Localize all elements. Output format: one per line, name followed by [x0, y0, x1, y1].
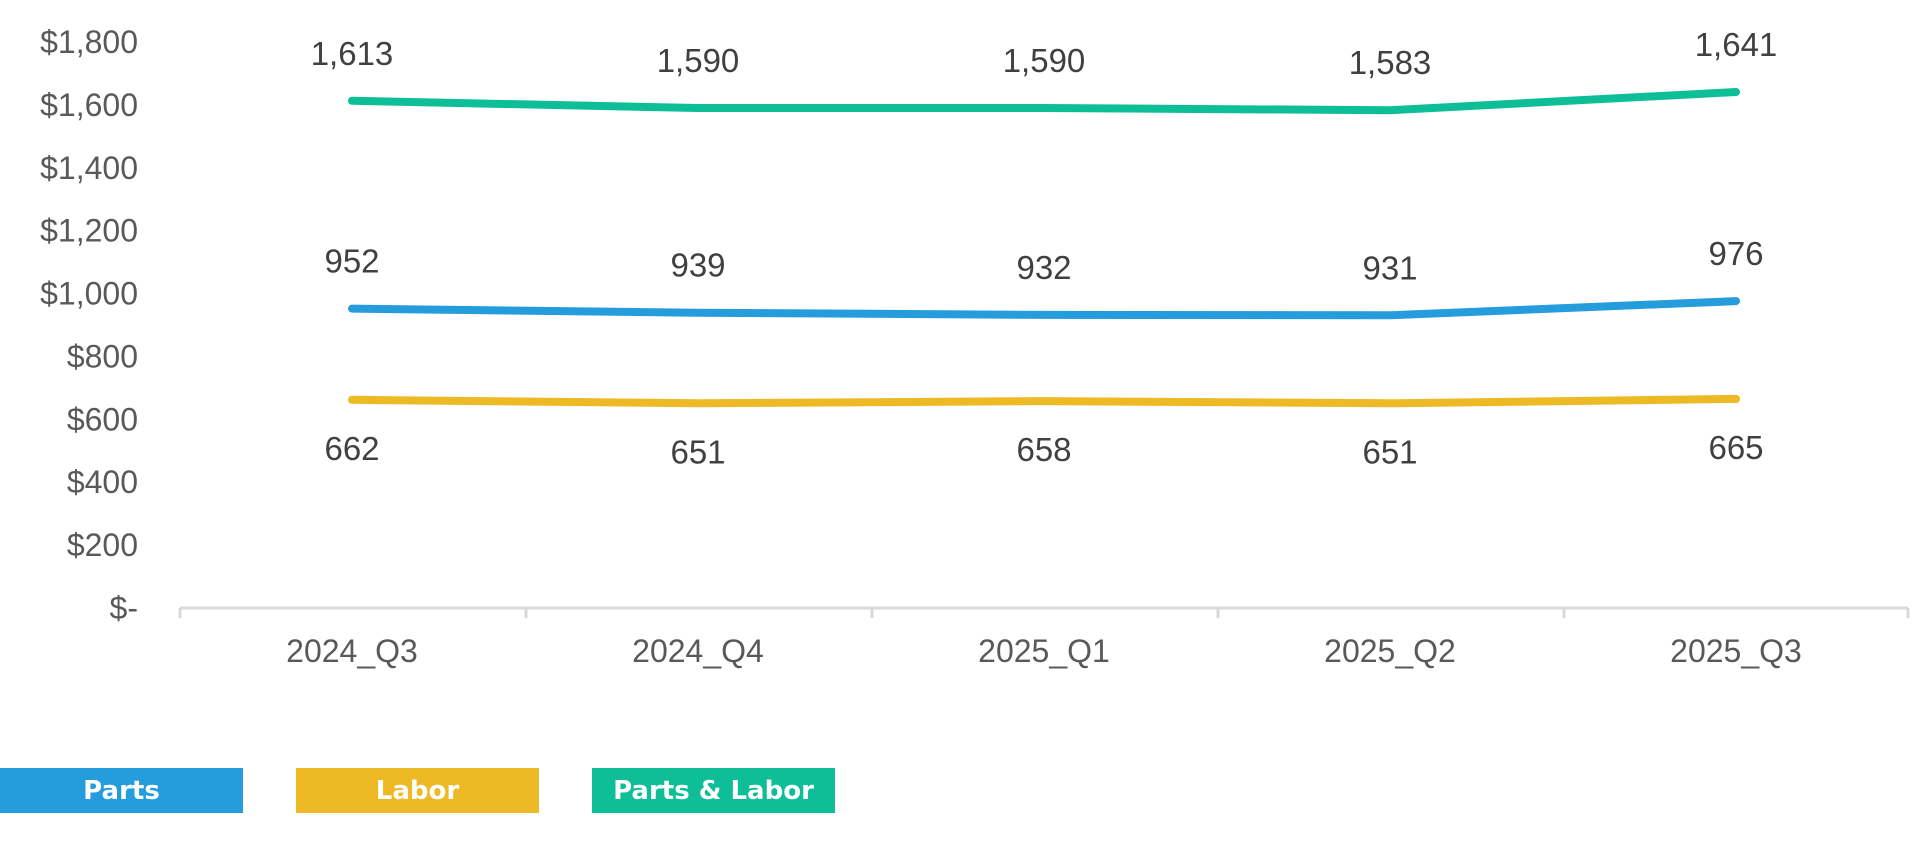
series-line	[348, 297, 1740, 320]
y-tick-label: $-	[110, 590, 138, 626]
y-tick-label: $1,000	[40, 276, 138, 312]
y-tick-label: $800	[67, 338, 138, 374]
y-tick-label: $1,800	[40, 24, 138, 60]
legend-item: Labor	[296, 768, 539, 813]
x-tick-label: 2024_Q4	[632, 633, 764, 669]
legend-item: Parts	[0, 768, 243, 813]
series-line	[348, 88, 1740, 115]
data-label: 1,583	[1349, 44, 1432, 81]
y-tick-label: $200	[67, 527, 138, 563]
y-tick-label: $600	[67, 401, 138, 437]
y-tick-label: $400	[67, 464, 138, 500]
data-label: 1,590	[1003, 42, 1086, 79]
series-lines	[348, 88, 1740, 408]
data-label: 932	[1016, 249, 1071, 286]
data-labels: 952 939 932 931 976 662 651 658 651 665 1,613 1,590…	[311, 26, 1778, 470]
data-label: 1,613	[311, 35, 394, 72]
x-tick-label: 2025_Q3	[1670, 633, 1802, 669]
data-label: 976	[1708, 235, 1763, 272]
data-label: 651	[1362, 433, 1417, 470]
data-label: 651	[670, 433, 725, 470]
x-tick-label: 2025_Q1	[978, 633, 1110, 669]
data-label: 658	[1016, 431, 1071, 468]
data-label: 1,641	[1695, 26, 1778, 63]
series-line	[348, 394, 1740, 408]
data-label: 665	[1708, 429, 1763, 466]
x-axis-labels: 2024_Q3 2024_Q4 2025_Q1 2025_Q2 2025_Q3	[286, 633, 1802, 669]
y-tick-label: $1,600	[40, 87, 138, 123]
data-label: 662	[324, 430, 379, 467]
y-tick-label: $1,400	[40, 150, 138, 186]
data-label: 939	[670, 247, 725, 284]
legend-item: Parts & Labor	[592, 768, 835, 813]
y-axis-labels: $- $200 $400 $600 $800 $1,000 $1,200 $1,400 $1,6…	[40, 24, 138, 626]
data-label: 1,590	[657, 42, 740, 79]
x-tick-label: 2024_Q3	[286, 633, 418, 669]
x-axis-ticks	[178, 608, 1910, 618]
y-tick-label: $1,200	[40, 213, 138, 249]
data-label: 952	[324, 243, 379, 280]
legend: Parts Labor Parts & Labor	[0, 768, 1927, 813]
x-tick-label: 2025_Q2	[1324, 633, 1456, 669]
data-label: 931	[1362, 249, 1417, 286]
